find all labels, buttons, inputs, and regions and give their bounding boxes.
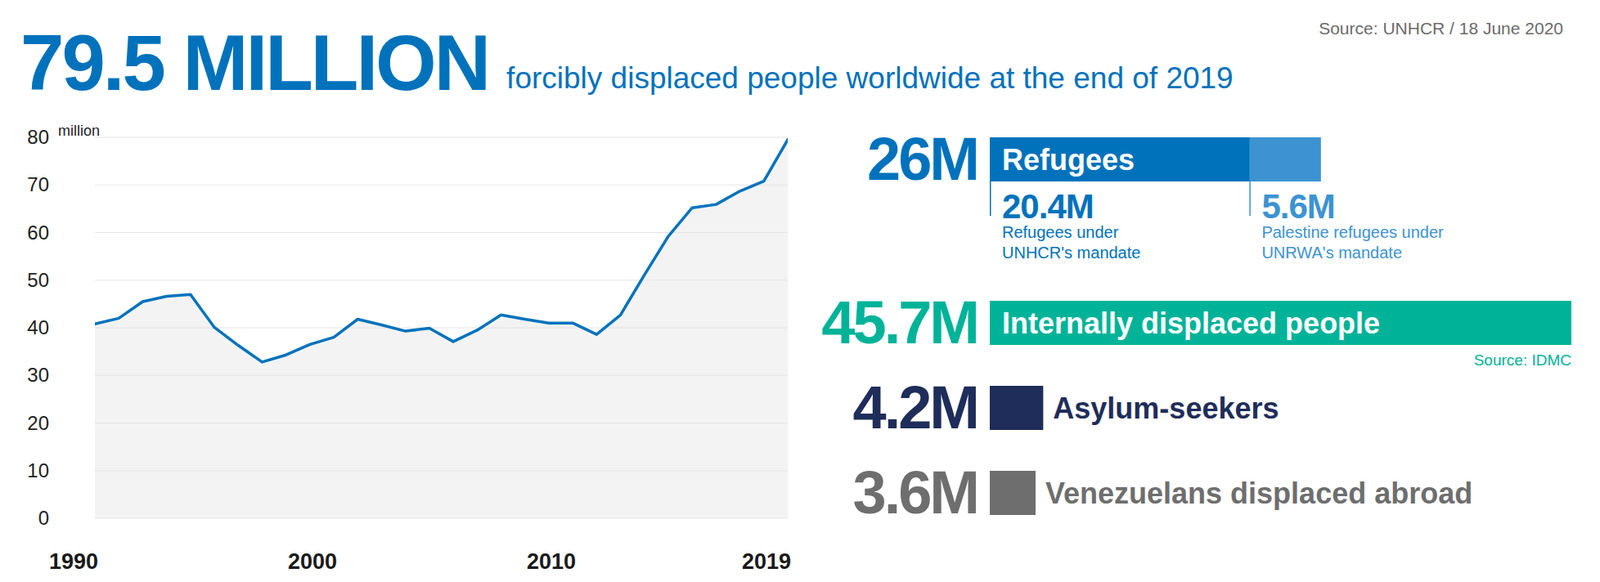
x-tick-label: 1990: [49, 549, 99, 575]
bar: [989, 386, 1043, 431]
bar-source: Source: IDMC: [1474, 351, 1572, 369]
grid-line: [94, 422, 788, 424]
headline: 79.5 MILLION: [20, 18, 489, 107]
x-tick-label: 2000: [287, 549, 338, 575]
grid-line: [94, 375, 788, 377]
grid-line: [94, 232, 788, 234]
bar-row: 3.6M Venezuelans displaced abroad: [852, 458, 1473, 527]
grid-line: [94, 470, 788, 472]
text-line: UNHCR's mandate: [1002, 243, 1141, 262]
y-tick-label: 70: [26, 173, 50, 196]
bar: [989, 137, 1322, 182]
value-label: 45.7M: [821, 288, 978, 357]
grid-line: [94, 184, 788, 186]
category-label: Asylum-seekers: [1052, 391, 1279, 426]
y-tick-label: 50: [26, 269, 50, 292]
area: [94, 139, 788, 519]
category-label: Internally displaced people: [1002, 306, 1380, 341]
bar: [989, 471, 1036, 516]
text-line: Refugees under: [1002, 223, 1124, 242]
value-label: 4.2M: [852, 373, 978, 442]
subtitle: forcibly displaced people worldwide at t…: [506, 61, 1234, 95]
segment-name: Refugees under UNHCR's mandate: [1002, 223, 1141, 262]
y-tick-label: 20: [26, 412, 50, 435]
line: [94, 139, 788, 363]
line-group: [94, 139, 788, 363]
y-tick-label: 60: [26, 221, 50, 244]
background: [0, 0, 1600, 582]
infographic: 79.5 MILLION forcibly displaced people wo…: [0, 0, 1600, 582]
area-group: [94, 139, 788, 519]
grid-line: [94, 136, 788, 138]
y-axis-label: million: [58, 122, 100, 140]
y-tick-label: 80: [26, 125, 50, 149]
grid-line: [94, 279, 788, 281]
grid-line: [94, 327, 788, 329]
segment-value-label: 20.4M: [1002, 187, 1094, 226]
category-label: Venezuelans displaced abroad: [1045, 476, 1473, 511]
x-tick-label: 2010: [526, 549, 576, 575]
bar-chart: 20.4MRefugees under UNHCR's mandate 5.6MP…: [821, 125, 1572, 527]
source: Source: UNHCR / 18 June 2020: [1318, 18, 1564, 38]
divider: [1249, 181, 1251, 216]
value-label: 26M: [867, 125, 978, 194]
text-line: UNRWA's mandate: [1261, 243, 1403, 262]
bar: [989, 301, 1572, 346]
bar-row: 4.2M Asylum-seekers: [852, 373, 1279, 442]
y-axis: 0 10 20 30 40 50 60 70 80 million: [26, 122, 788, 530]
segment-value-label: 5.6M: [1261, 187, 1335, 226]
bar-segment: [989, 137, 1250, 182]
segment-name: Palestine refugees under UNRWA's mandate: [1261, 223, 1448, 262]
y-tick-label: 0: [38, 507, 50, 530]
text-line: Palestine refugees under: [1261, 223, 1448, 242]
grid-line: [94, 517, 788, 519]
x-tick-label: 2019: [741, 549, 792, 575]
y-tick-label: 40: [26, 316, 50, 339]
value-label: 3.6M: [852, 458, 978, 527]
divider: [989, 181, 992, 216]
bar-row: 45.7M Internally displaced people Source: …: [821, 288, 1572, 369]
bar-row: 20.4MRefugees under UNHCR's mandate 5.6MP…: [867, 125, 1448, 262]
bar-segment: [1249, 137, 1321, 182]
y-tick-label: 10: [26, 459, 50, 482]
x-axis: 1990 2000 2010 2019: [49, 549, 792, 575]
category-label: Refugees: [1002, 143, 1135, 177]
y-tick-label: 30: [26, 364, 50, 387]
